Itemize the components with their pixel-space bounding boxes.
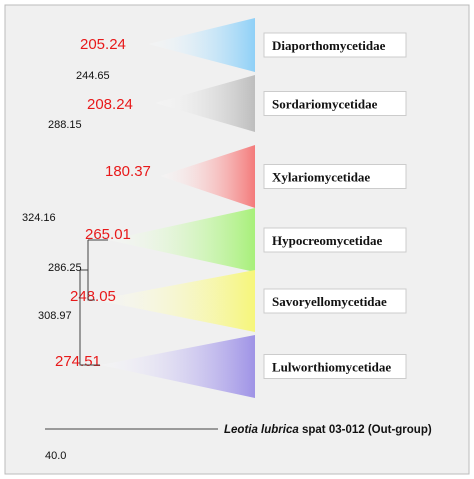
- label-box: [263, 32, 407, 58]
- clade-triangle: [160, 145, 255, 208]
- clade-triangle: [155, 75, 255, 132]
- clade-label: Diaporthomycetidae: [272, 38, 386, 53]
- node-age: 324.16: [22, 212, 56, 224]
- node-age: 288.15: [48, 119, 82, 131]
- label-box: [263, 288, 407, 314]
- scale-label: 40.0: [45, 450, 66, 462]
- clade-triangle: [148, 18, 255, 72]
- clade-label: Sordariomycetidae: [272, 97, 378, 112]
- clade-label: Savoryellomycetidae: [272, 294, 387, 309]
- branch: [87, 240, 95, 301]
- node-age: 286.25: [48, 262, 82, 274]
- clade-age: 274.51: [55, 353, 101, 370]
- label-box: [263, 354, 407, 379]
- clade-age: 208.24: [87, 96, 133, 113]
- clade-label: Lulworthiomycetidae: [272, 360, 391, 375]
- node-age: 244.65: [76, 70, 110, 82]
- outgroup-label: Leotia lubrica spat 03-012 (Out-group): [224, 424, 432, 436]
- clade-age: 248.05: [70, 288, 116, 305]
- outgroup-species: Leotia lubrica: [224, 424, 299, 436]
- clade-triangle: [108, 208, 255, 272]
- clade-triangle: [95, 270, 255, 332]
- label-box: [263, 227, 407, 253]
- clade-label: Xylariomycetidae: [272, 170, 370, 185]
- clade-age: 205.24: [80, 36, 126, 53]
- clade-label: Hypocreomycetidae: [272, 233, 382, 248]
- branch: [79, 270, 100, 366]
- node-age: 308.97: [38, 310, 72, 322]
- clade-age: 180.37: [105, 163, 151, 180]
- label-box: [263, 91, 407, 116]
- label-box: [263, 164, 407, 189]
- clade-age: 265.01: [85, 226, 131, 243]
- outgroup-rest: spat 03-012 (Out-group): [302, 424, 432, 436]
- clade-triangle: [100, 335, 255, 398]
